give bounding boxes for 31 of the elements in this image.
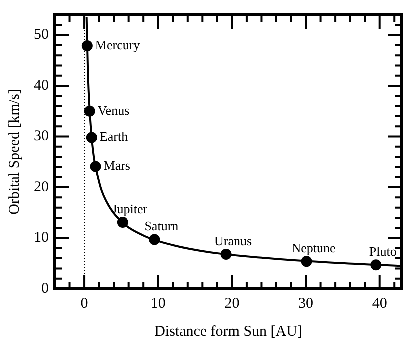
y-tick-label: 10 xyxy=(34,230,49,246)
point xyxy=(86,132,98,144)
annotation: Uranus xyxy=(214,233,252,248)
annotation: Mercury xyxy=(95,37,141,52)
point xyxy=(82,40,93,52)
annotation: Saturn xyxy=(144,218,180,234)
point xyxy=(370,260,382,271)
annotation: Earth xyxy=(100,129,129,144)
point xyxy=(90,161,102,172)
y-axis-title: Orbital Speed [km/s] xyxy=(6,89,23,215)
y-tick-label: 20 xyxy=(34,179,49,196)
point xyxy=(301,256,312,268)
point xyxy=(149,234,160,246)
annotation: Venus xyxy=(98,102,130,118)
x-tick-label: 0 xyxy=(80,296,88,312)
point xyxy=(84,106,96,117)
y-tick-label: 0 xyxy=(42,280,49,297)
y-tick-label: 30 xyxy=(34,128,49,145)
y-tick-label: 40 xyxy=(34,78,49,94)
y-tick-label: 50 xyxy=(34,27,49,44)
x-tick-label: 40 xyxy=(372,296,388,312)
x-axis-title: Distance form Sun [AU] xyxy=(154,324,302,340)
annotation: Pluto xyxy=(369,244,397,260)
annotation: Neptune xyxy=(292,240,336,256)
x-tick-label: 30 xyxy=(298,296,314,312)
point xyxy=(117,217,128,228)
annotation: Mars xyxy=(104,158,130,174)
x-tick-label: 20 xyxy=(224,296,240,312)
x-tick-label: 10 xyxy=(150,296,166,312)
annotation: Jupiter xyxy=(112,201,148,216)
point xyxy=(220,248,232,260)
